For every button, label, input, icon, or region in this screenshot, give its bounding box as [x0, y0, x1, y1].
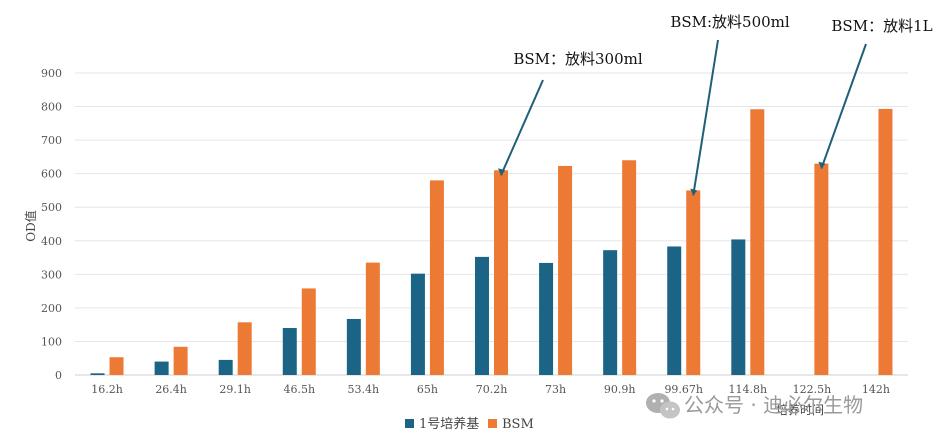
bar-bsm: [301, 288, 316, 375]
bar-bsm: [494, 170, 508, 375]
bar-bsm: [365, 262, 380, 375]
bar-bsm: [429, 180, 444, 375]
x-axis-title: 培养时间: [776, 402, 824, 417]
x-tick-label: 16.2h: [91, 383, 123, 396]
annotation-leader-line: [500, 79, 544, 176]
watermark-text: 公众号 · 迪必尔生物: [684, 393, 863, 417]
y-tick-label: 400: [41, 235, 62, 248]
bar-bsm: [878, 108, 893, 375]
x-tick-label: 99.67h: [664, 383, 703, 396]
annotation-arrowhead: [498, 168, 505, 176]
y-tick-label: 0: [55, 369, 62, 382]
x-tick-label: 26.4h: [155, 383, 187, 396]
bar-medium1: [282, 328, 297, 375]
wechat-icon: [646, 393, 680, 419]
bar-medium1: [346, 318, 361, 375]
x-tick-label: 46.5h: [283, 383, 315, 396]
x-tick-label: 122.5h: [793, 383, 832, 396]
bar-bsm: [109, 357, 124, 375]
annotation-leader-line: [692, 39, 719, 196]
bar-medium1: [539, 262, 554, 375]
x-tick-label: 70.2h: [476, 383, 508, 396]
annotation-leader-line: [820, 43, 867, 169]
bar-bsm: [814, 163, 829, 375]
x-tick-label: 90.9h: [604, 383, 636, 396]
x-tick-label: 114.8h: [729, 383, 768, 396]
legend-swatch: [488, 419, 497, 428]
bar-medium1: [475, 256, 489, 375]
annotation-label: BSM:放料500ml: [670, 13, 790, 31]
annotation-arrowhead: [690, 188, 698, 196]
bar-bsm: [686, 190, 701, 375]
bar-medium1: [410, 273, 425, 375]
bar-medium1: [154, 361, 169, 375]
annotation-label: BSM：放料300ml: [513, 50, 643, 68]
y-tick-label: 100: [41, 335, 62, 348]
bar-medium1: [90, 373, 105, 375]
y-tick-label: 600: [41, 168, 62, 181]
legend-label: 1号培养基: [419, 416, 479, 432]
bar-medium1: [667, 246, 682, 375]
x-tick-label: 142h: [862, 383, 890, 396]
y-tick-label: 300: [41, 268, 62, 281]
bar-bsm: [558, 165, 573, 375]
y-tick-label: 500: [41, 201, 62, 214]
y-axis-title: OD值: [23, 210, 38, 241]
annotation-label: BSM：放料1L: [831, 17, 932, 35]
legend-label: BSM: [502, 417, 534, 432]
y-tick-label: 700: [41, 134, 62, 147]
bar-medium1: [603, 250, 618, 375]
bar-bsm: [750, 109, 765, 376]
legend-swatch: [405, 419, 414, 428]
bar-bsm: [237, 322, 252, 375]
bar-medium1: [731, 239, 746, 375]
x-tick-label: 65h: [417, 383, 438, 396]
y-tick-label: 800: [41, 101, 62, 114]
bar-bsm: [622, 160, 637, 375]
y-tick-label: 200: [41, 302, 62, 315]
annotation-arrowhead: [818, 161, 826, 169]
x-tick-label: 29.1h: [219, 383, 251, 396]
y-tick-label: 900: [41, 67, 62, 80]
bar-medium1: [218, 359, 233, 375]
bar-bsm: [173, 346, 188, 375]
x-tick-label: 53.4h: [348, 383, 380, 396]
x-tick-label: 73h: [545, 383, 566, 396]
